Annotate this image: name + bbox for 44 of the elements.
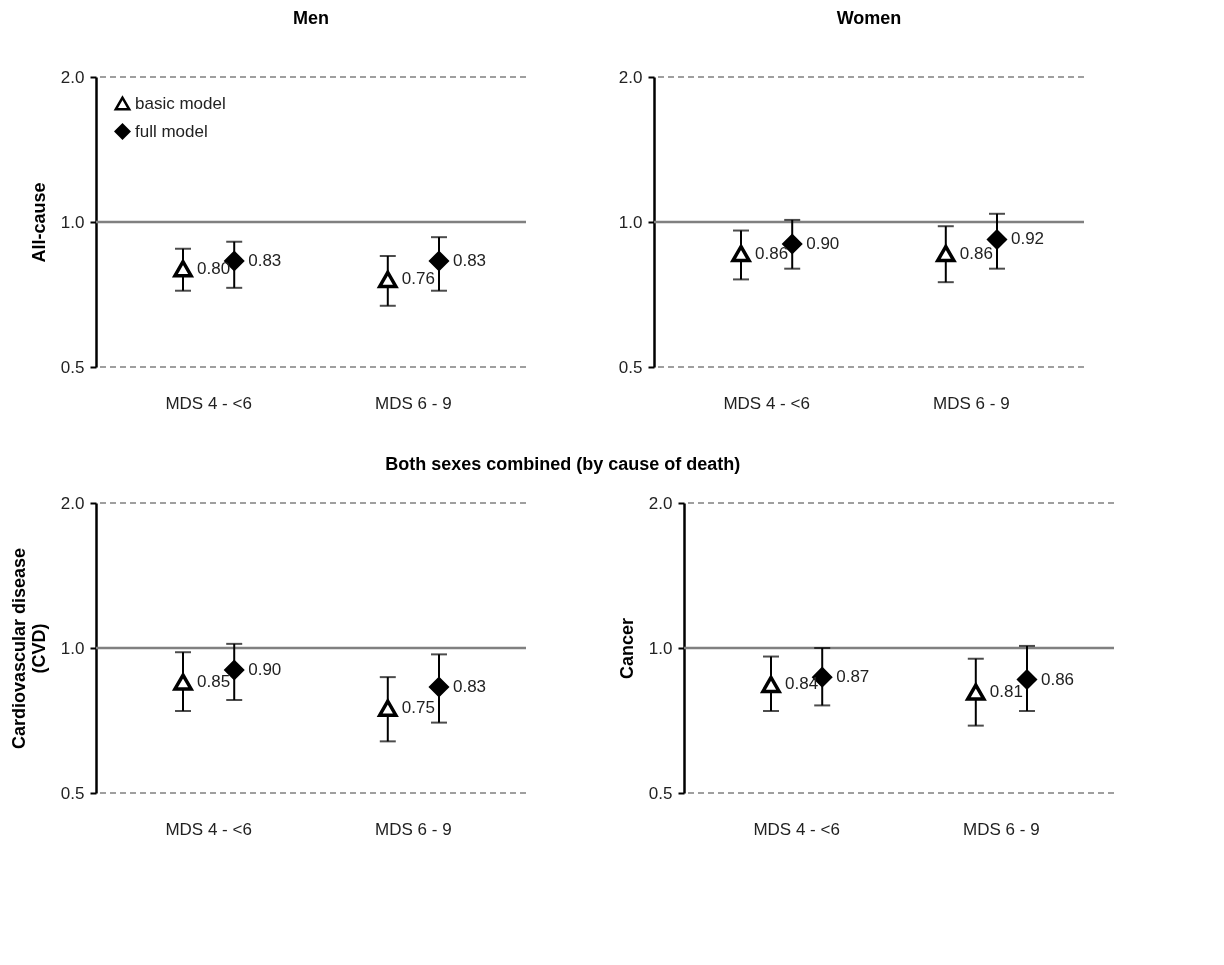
data-label: 0.80 — [197, 258, 231, 278]
y-tick-label: 2.0 — [648, 493, 673, 513]
data-label: 0.87 — [836, 667, 870, 687]
y-tick-label: 0.5 — [648, 783, 673, 803]
y-tick-label: 0.5 — [60, 357, 85, 377]
y-tick-label: 1.0 — [618, 212, 643, 232]
data-label: 0.75 — [401, 698, 435, 718]
data-label: 0.90 — [806, 234, 840, 254]
data-label: 0.81 — [989, 682, 1023, 702]
x-tick-label: MDS 6 - 9 — [375, 819, 452, 839]
y-tick-label: 2.0 — [60, 493, 85, 513]
y-tick-label: 1.0 — [60, 212, 85, 232]
chart-title: Women — [836, 8, 902, 28]
y-tick-label: 0.5 — [618, 357, 643, 377]
text: Both sexes combined (by cause of death) — [385, 454, 741, 474]
x-tick-label: MDS 4 - <6 — [753, 819, 840, 839]
data-label: 0.86 — [755, 243, 789, 263]
data-label: 0.86 — [959, 243, 993, 263]
legend-label: full model — [135, 121, 208, 141]
data-label: 0.90 — [248, 660, 282, 680]
chart-title: Men — [293, 8, 329, 28]
y-tick-label: 2.0 — [60, 67, 85, 87]
data-label: 0.76 — [401, 269, 435, 289]
data-label: 0.83 — [452, 676, 487, 696]
data-label: 0.84 — [785, 674, 819, 694]
x-tick-label: MDS 4 - <6 — [165, 819, 252, 839]
y-tick-label: 1.0 — [60, 638, 85, 658]
data-label: 0.85 — [197, 672, 231, 691]
x-tick-label: MDS 6 - 9 — [963, 819, 1040, 839]
data-label: 0.86 — [1040, 669, 1075, 689]
y-tick-label: 2.0 — [618, 67, 643, 87]
y-axis-title: Cardiovascular disease (CVD) — [8, 547, 49, 750]
y-axis-title: All-cause — [28, 182, 49, 263]
y-axis-title: Cancer — [616, 617, 637, 680]
x-tick-label: MDS 6 - 9 — [375, 393, 452, 413]
data-label: 0.83 — [248, 250, 282, 270]
y-tick-label: 1.0 — [648, 638, 673, 658]
x-tick-label: MDS 4 - <6 — [165, 393, 252, 413]
x-tick-label: MDS 4 - <6 — [723, 393, 810, 413]
x-tick-label: MDS 6 - 9 — [933, 393, 1010, 413]
data-label: 0.92 — [1010, 229, 1045, 249]
data-label: 0.83 — [452, 250, 487, 270]
legend-label: basic model — [135, 93, 226, 113]
y-tick-label: 0.5 — [60, 783, 85, 803]
